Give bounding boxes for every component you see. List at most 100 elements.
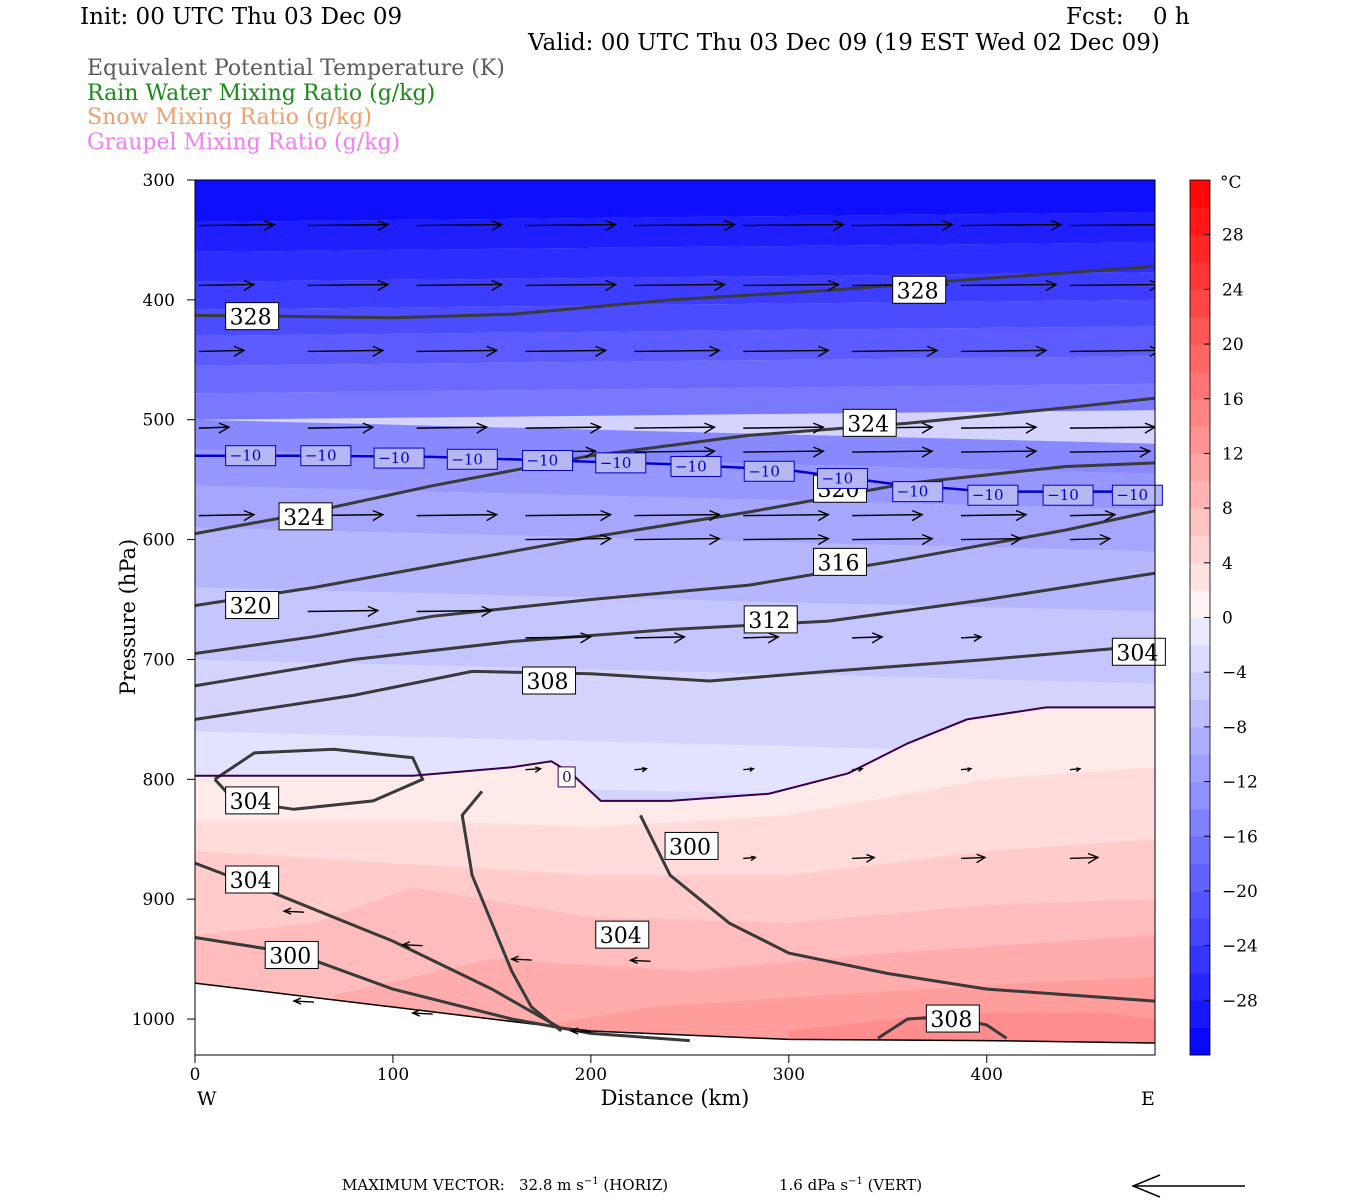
temp-label: −10 — [600, 454, 632, 472]
theta-e-label-box — [1111, 637, 1166, 666]
wind-vector — [743, 349, 829, 353]
theta-e-label-box — [278, 502, 333, 531]
wind-vector-head — [372, 345, 385, 358]
wind-vector — [743, 223, 844, 227]
theta-e-contour-328 — [195, 264, 1155, 320]
wind-vector-head — [921, 446, 934, 458]
colorbar-tick-label: −24 — [1222, 937, 1258, 957]
wind-vector-head — [491, 279, 504, 292]
wind-vector-head — [1154, 220, 1155, 231]
temp-label: −10 — [972, 486, 1004, 504]
colorbar-swatch — [1190, 836, 1210, 865]
colorbar-tick-label: 8 — [1222, 499, 1233, 519]
colorbar-swatch — [1190, 617, 1210, 646]
colorbar-swatch — [1190, 590, 1210, 618]
wind-vector-head — [1010, 533, 1023, 546]
temp-label-box — [892, 481, 944, 503]
temp-label: −10 — [527, 451, 559, 469]
fill-band — [195, 527, 1155, 612]
wind-vector-head — [709, 509, 721, 522]
wind-vector-head — [534, 766, 543, 773]
colorbar-swatch — [1190, 945, 1210, 974]
wind-vector — [198, 426, 229, 429]
colorbar-swatch — [1190, 672, 1210, 701]
temp-label-box — [373, 447, 425, 469]
wind-vector — [634, 283, 725, 287]
cross-section-chart: 3283283243243203203163123083043043043003… — [116, 171, 1258, 1110]
theta-e-label-box — [842, 408, 897, 437]
colorbar-tick-label: 16 — [1222, 390, 1244, 410]
wind-vector — [743, 450, 824, 453]
wind-vector — [852, 223, 953, 227]
wind-vector-head — [605, 279, 618, 292]
surface-line — [195, 982, 1155, 1044]
theta-e-contour-308 — [195, 643, 1155, 721]
wind-vector — [634, 349, 720, 353]
wind-vector — [852, 513, 923, 517]
wind-vector — [1069, 349, 1155, 353]
x-tick-label: 300 — [773, 1065, 805, 1085]
valid-time: Valid: 00 UTC Thu 03 Dec 09 (19 EST Wed … — [528, 30, 1160, 56]
fill-band — [195, 419, 1155, 474]
colorbar-tick-label: −8 — [1222, 718, 1247, 738]
wind-vector — [198, 513, 254, 517]
temp-label: −10 — [230, 447, 262, 465]
wind-vector-head — [709, 533, 721, 546]
max-vector-footer: MAXIMUM VECTOR: 32.8 m s−1 (HORIZ) 1.6 d… — [0, 1172, 1350, 1200]
wind-vector-head — [486, 345, 499, 358]
wind-vector-head — [812, 422, 825, 434]
colorbar-tick-label: 20 — [1222, 335, 1244, 355]
wind-vector — [284, 910, 305, 913]
max-vector-prefix: MAXIMUM VECTOR: — [342, 1176, 505, 1194]
wind-vector-head — [674, 632, 686, 644]
wind-vector-head — [1050, 219, 1063, 232]
wind-vector-head — [866, 853, 876, 863]
colorbar-swatch — [1190, 535, 1210, 564]
colorbar-swatch — [1190, 562, 1210, 591]
wind-vector-head — [292, 997, 302, 1005]
wind-vector-head — [367, 605, 380, 618]
wind-vector-head — [749, 767, 755, 773]
x-tick-label: 0 — [190, 1065, 201, 1085]
wind-vector — [960, 636, 982, 639]
wind-vector — [960, 856, 986, 860]
wind-vector-head — [1015, 509, 1028, 522]
wind-vector-head — [967, 767, 973, 773]
wind-vector — [525, 426, 601, 429]
wind-vector-head — [832, 219, 845, 232]
theta-e-contour-312 — [195, 571, 1155, 688]
theta-e-contour-320 — [195, 461, 1155, 607]
theta-e-label-box — [743, 605, 798, 634]
wind-vector — [1069, 283, 1155, 287]
wind-vector — [416, 426, 487, 429]
wind-vector-head — [1149, 345, 1155, 358]
wind-vector-head — [282, 907, 292, 915]
wind-vector — [961, 223, 1062, 227]
theta-e-label-box — [522, 666, 577, 695]
wind-vector-head — [976, 853, 987, 864]
wind-vector — [634, 426, 715, 429]
theta-e-label: 300 — [269, 945, 311, 970]
west-label: W — [197, 1088, 217, 1110]
wind-vector-head — [243, 509, 256, 522]
wind-vector-head — [1035, 345, 1048, 358]
wind-vector-head — [921, 422, 934, 434]
wind-vector-head — [767, 632, 780, 644]
legend-theta-e: Equivalent Potential Temperature (K) — [87, 56, 505, 81]
theta-e-label-box — [225, 302, 280, 331]
wind-vector-head — [709, 345, 721, 358]
wind-vector-head — [377, 219, 390, 232]
colorbar-tick-label: −12 — [1222, 773, 1258, 793]
wind-vector-head — [243, 279, 256, 292]
colorbar-tick-label: 24 — [1222, 280, 1244, 300]
wind-vector-head — [1139, 446, 1152, 458]
theta-e-label: 324 — [847, 412, 889, 437]
wind-vector — [743, 537, 829, 541]
theta-e-label-box — [264, 941, 319, 970]
colorbar-swatch — [1190, 699, 1210, 728]
legend-snow: Snow Mixing Ratio (g/kg) — [87, 105, 372, 130]
y-tick-label: 1000 — [132, 1010, 175, 1030]
wind-vector — [416, 283, 502, 287]
theta-e-label: 328 — [230, 306, 272, 331]
colorbar-swatch — [1190, 207, 1210, 236]
